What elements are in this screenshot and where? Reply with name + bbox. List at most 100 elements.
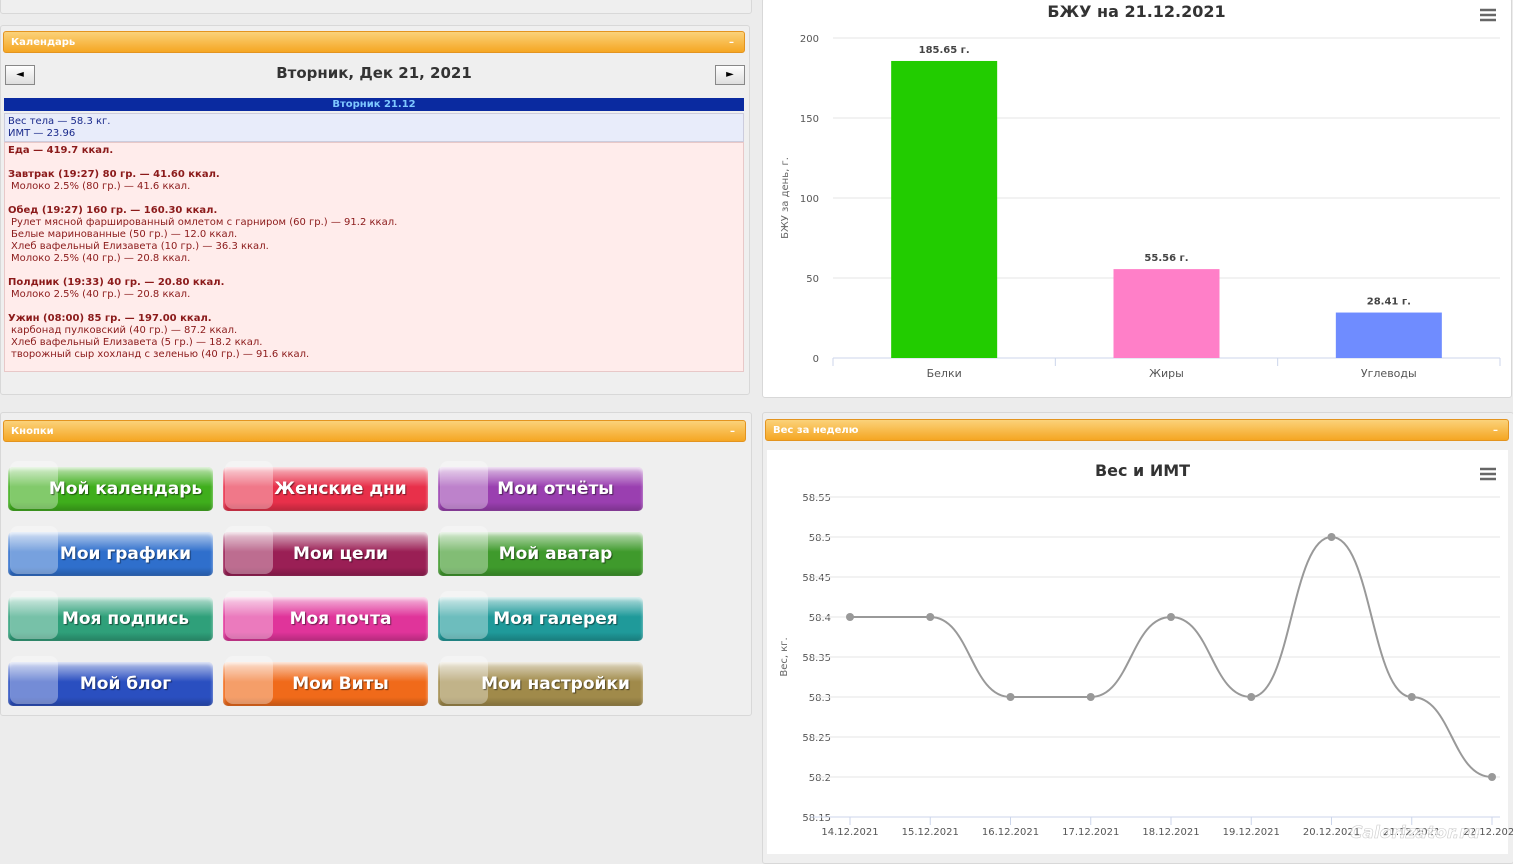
button-icon bbox=[10, 526, 58, 574]
x-tick-label: Углеводы bbox=[1361, 367, 1417, 380]
day-header: Вторник 21.12 bbox=[4, 98, 744, 111]
y-tick-label: 58.5 bbox=[809, 533, 831, 544]
nav-button[interactable]: Моя почта bbox=[223, 591, 428, 641]
button-icon bbox=[225, 656, 273, 704]
button-label: Мои отчёты bbox=[497, 479, 614, 499]
x-tick-label: 17.12.2021 bbox=[1062, 827, 1119, 838]
meal-item: Рулет мясной фаршированный омлетом с гар… bbox=[11, 217, 398, 228]
button-icon bbox=[10, 591, 58, 639]
bar bbox=[891, 60, 998, 359]
chart-title: Вес и ИМТ bbox=[1095, 461, 1190, 480]
y-tick-label: 58.35 bbox=[802, 653, 831, 664]
button-label: Моя почта bbox=[289, 609, 392, 629]
meal-item: Белые маринованные (50 гр.) — 12.0 ккал. bbox=[11, 229, 238, 240]
button-icon bbox=[225, 591, 273, 639]
button-label: Мои Виты bbox=[292, 674, 389, 694]
nav-button[interactable]: Моя галерея bbox=[438, 591, 643, 641]
point bbox=[1086, 693, 1095, 701]
weight-box bbox=[4, 113, 744, 142]
meal-item: карбонад пулковский (40 гр.) — 87.2 ккал… bbox=[11, 325, 238, 336]
x-tick-label: 21.12.2021 bbox=[1383, 827, 1440, 838]
button-label: Мой блог bbox=[79, 674, 172, 694]
nav-button[interactable]: Мой блог bbox=[8, 656, 213, 706]
top-panel bbox=[0, 0, 752, 14]
food-total: Еда — 419.7 ккал. bbox=[8, 145, 114, 156]
button-label: Мои графики bbox=[59, 544, 192, 564]
button-label: Мои настройки bbox=[481, 674, 630, 694]
meal-title: Завтрак (19:27) 80 гр. — 41.60 ккал. bbox=[8, 169, 220, 180]
y-axis-title: БЖУ за день, г. bbox=[780, 157, 791, 239]
y-tick-label: 100 bbox=[800, 194, 819, 205]
nav-button[interactable]: Женские дни bbox=[223, 461, 428, 511]
meal-title: Обед (19:27) 160 гр. — 160.30 ккал. bbox=[8, 205, 218, 216]
y-tick-label: 150 bbox=[800, 114, 819, 125]
menu-icon[interactable] bbox=[1480, 8, 1496, 22]
weight-line bbox=[850, 535, 1493, 778]
nav-button[interactable]: Мои Виты bbox=[223, 656, 428, 706]
y-axis-title: Вес, кг. bbox=[779, 637, 790, 676]
nav-button[interactable]: Мои графики bbox=[8, 526, 213, 576]
calendar-title: Вторник, Дек 21, 2021 bbox=[276, 64, 472, 82]
value-label: 28.41 г. bbox=[1367, 297, 1411, 308]
chart-title: БЖУ на 21.12.2021 bbox=[1047, 2, 1225, 21]
point bbox=[926, 613, 935, 621]
x-tick-label: 14.12.2021 bbox=[821, 827, 878, 838]
nav-button[interactable]: Мой аватар bbox=[438, 526, 643, 576]
nav-button[interactable]: Моя подпись bbox=[8, 591, 213, 641]
weight-header: Вес за неделю – bbox=[765, 419, 1509, 441]
x-tick-label: Жиры bbox=[1149, 367, 1184, 380]
meal-item: Молоко 2.5% (40 гр.) — 20.8 ккал. bbox=[11, 253, 191, 264]
y-tick-label: 0 bbox=[813, 354, 819, 365]
bmi-text: ИМТ — 23.96 bbox=[8, 128, 76, 139]
x-tick-label: 20.12.2021 bbox=[1303, 827, 1360, 838]
prev-button[interactable]: ◄ bbox=[5, 65, 35, 85]
button-label: Мой календарь bbox=[48, 479, 203, 499]
point bbox=[1407, 693, 1416, 701]
button-icon bbox=[440, 591, 488, 639]
nav-button[interactable]: Мои отчёты bbox=[438, 461, 643, 511]
menu-icon[interactable] bbox=[1480, 467, 1496, 481]
header-text: Вес за неделю bbox=[773, 425, 859, 436]
nav-button[interactable]: Мои цели bbox=[223, 526, 428, 576]
chart-bg bbox=[767, 450, 1508, 854]
point bbox=[1488, 773, 1496, 781]
point bbox=[1006, 693, 1015, 701]
point bbox=[1327, 533, 1336, 541]
button-label: Женские дни bbox=[274, 479, 407, 499]
point bbox=[846, 613, 854, 621]
point bbox=[1167, 613, 1175, 621]
nav-button[interactable]: Мой календарь bbox=[8, 461, 213, 511]
value-label: 185.65 г. bbox=[919, 45, 970, 56]
button-icon bbox=[440, 656, 488, 704]
button-label: Мой аватар bbox=[498, 544, 613, 564]
meal-item: Хлеб вафельный Елизавета (10 гр.) — 36.3… bbox=[11, 241, 269, 252]
button-label: Моя подпись bbox=[61, 609, 190, 629]
y-tick-label: 50 bbox=[806, 274, 819, 285]
button-icon bbox=[10, 461, 58, 509]
value-label: 55.56 г. bbox=[1144, 253, 1188, 264]
button-icon bbox=[440, 526, 488, 574]
y-tick-label: 200 bbox=[800, 34, 819, 45]
x-tick-label: 18.12.2021 bbox=[1142, 827, 1199, 838]
header-text: Календарь bbox=[11, 37, 76, 48]
y-tick-label: 58.15 bbox=[802, 813, 831, 824]
calendar-header: Календарь – bbox=[3, 31, 745, 53]
next-button[interactable]: ► bbox=[715, 65, 745, 85]
meal-item: Хлеб вафельный Елизавета (5 гр.) — 18.2 … bbox=[11, 337, 263, 348]
button-label: Моя галерея bbox=[493, 609, 618, 629]
button-label: Мои цели bbox=[293, 544, 388, 564]
button-icon bbox=[225, 526, 273, 574]
x-tick-label: 16.12.2021 bbox=[982, 827, 1039, 838]
nav-button[interactable]: Мои настройки bbox=[438, 656, 643, 706]
button-icon bbox=[225, 461, 273, 509]
y-tick-label: 58.25 bbox=[802, 733, 831, 744]
meal-item: творожный сыр хохланд с зеленью (40 гр.)… bbox=[11, 349, 310, 360]
watermark: Calorizator.ru bbox=[1350, 823, 1480, 843]
y-tick-label: 58.4 bbox=[809, 613, 831, 624]
header-text: Кнопки bbox=[11, 426, 54, 437]
bar bbox=[1113, 269, 1220, 358]
x-tick-label: 15.12.2021 bbox=[902, 827, 959, 838]
x-tick-label: 22.12.2021 bbox=[1463, 827, 1513, 838]
